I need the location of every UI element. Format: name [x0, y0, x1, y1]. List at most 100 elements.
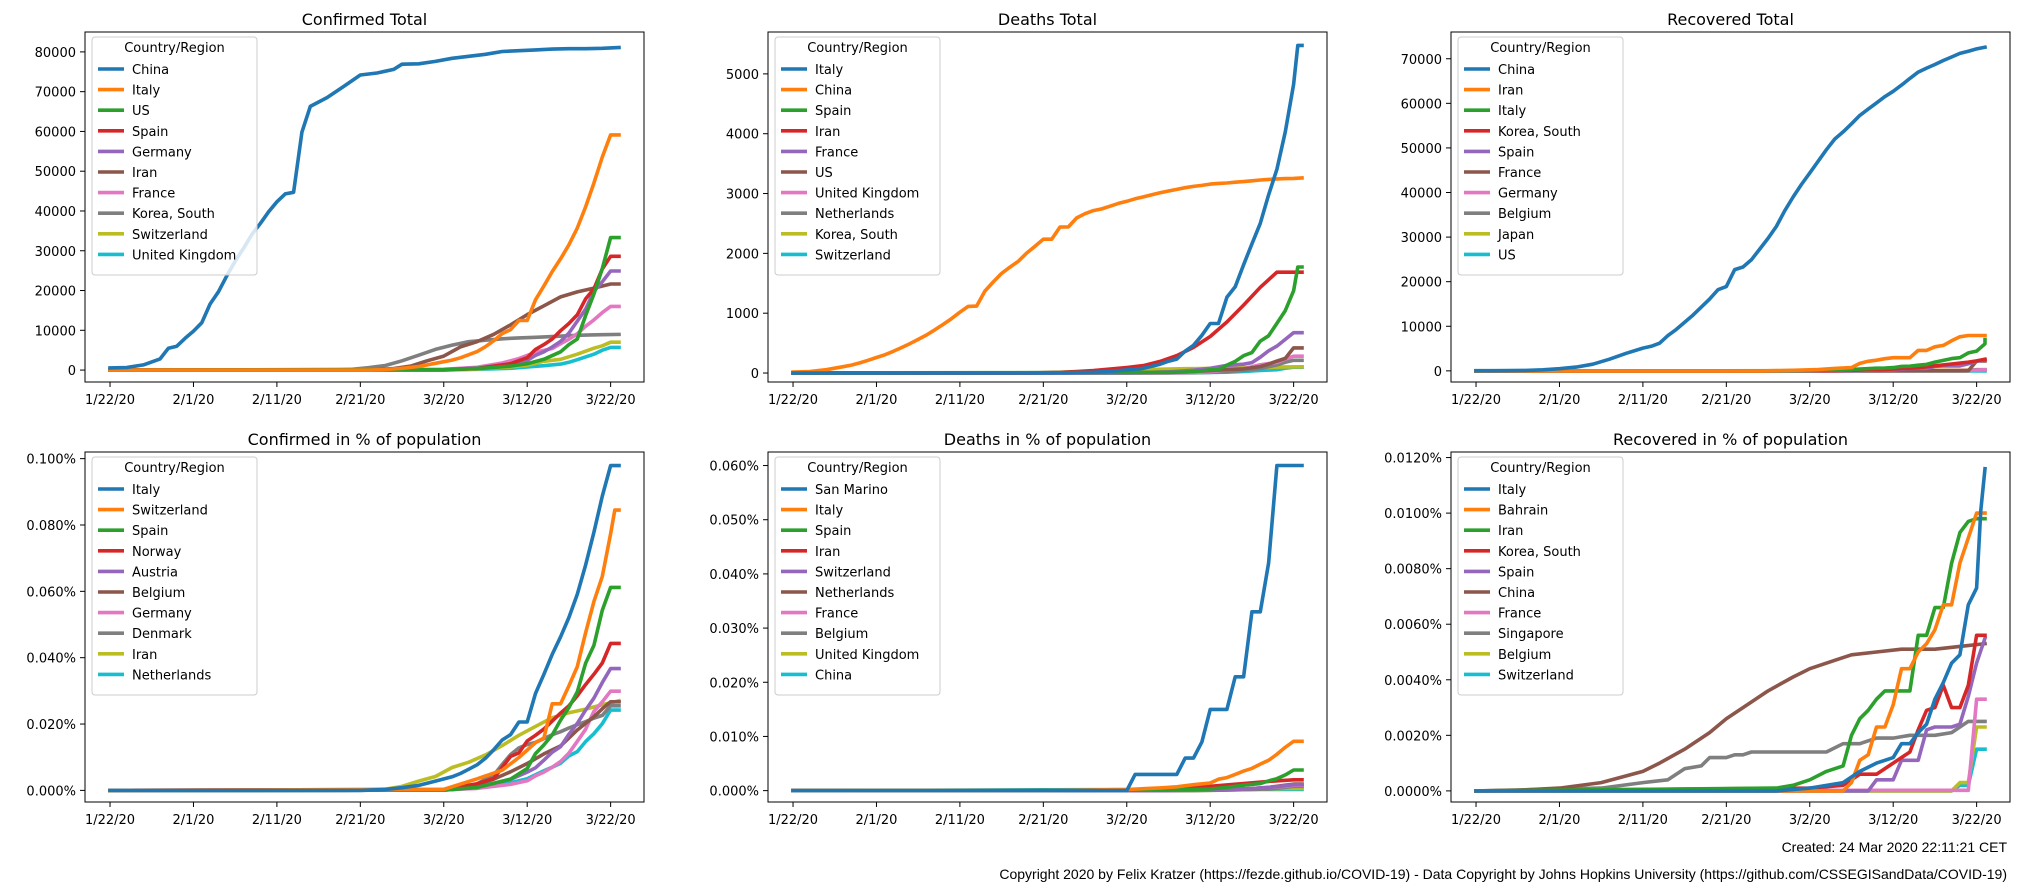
- legend-box: [1457, 456, 1624, 696]
- legend-entry: Italy: [815, 504, 844, 519]
- legend-entry: San Marino: [815, 483, 888, 498]
- y-tick-label: 0.020%: [709, 676, 759, 691]
- legend-title: Country/Region: [1490, 461, 1591, 476]
- legend-entry: Norway: [132, 545, 182, 560]
- legend-title: Country/Region: [124, 41, 225, 56]
- series-line: [1474, 337, 1987, 373]
- y-tick-label: 40000: [1401, 187, 1442, 202]
- chart-title: Recovered Total: [1667, 10, 1794, 29]
- chart-title: Recovered in % of population: [1613, 430, 1848, 449]
- x-tick-label: 3/2/20: [423, 393, 465, 408]
- series-line: [791, 739, 1304, 793]
- y-tick-label: 0.0100%: [1384, 507, 1442, 522]
- x-tick-label: 2/11/20: [1618, 813, 1668, 828]
- legend-entry: Belgium: [1498, 648, 1551, 663]
- y-tick-label: 2000: [726, 247, 759, 262]
- y-tick-label: 20000: [1401, 276, 1442, 291]
- series-line: [108, 689, 621, 793]
- legend: Country/Region China Iran Italy Korea, South…: [1457, 36, 1624, 276]
- x-tick-label: 1/22/20: [1451, 813, 1501, 828]
- series-line: [791, 463, 1304, 793]
- x-tick-label: 2/1/20: [1539, 393, 1581, 408]
- x-tick-label: 2/11/20: [935, 813, 985, 828]
- x-tick-label: 1/22/20: [1451, 393, 1501, 408]
- legend-entry: Spain: [815, 524, 851, 539]
- series-lines: [791, 463, 1304, 793]
- legend-entry: Denmark: [132, 627, 192, 642]
- x-tick-label: 1/22/20: [768, 393, 818, 408]
- legend-entry: Iran: [1498, 84, 1523, 99]
- y-tick-label: 0.0120%: [1384, 452, 1442, 467]
- y-tick-label: 30000: [1401, 231, 1442, 246]
- legend-box: [774, 36, 941, 276]
- y-tick-label: 80000: [35, 46, 76, 61]
- legend-title: Country/Region: [807, 41, 908, 56]
- chart-title: Confirmed in % of population: [248, 430, 482, 449]
- legend-entry: Switzerland: [815, 565, 891, 580]
- y-tick-label: 0.020%: [26, 718, 76, 733]
- x-tick-label: 2/11/20: [935, 393, 985, 408]
- y-tick-label: 0.100%: [26, 453, 76, 468]
- x-tick-label: 2/1/20: [1539, 813, 1581, 828]
- legend-entry: Austria: [132, 565, 178, 580]
- x-tick-label: 2/21/20: [1701, 393, 1751, 408]
- legend-entry: China: [1498, 63, 1535, 78]
- legend-entry: United Kingdom: [132, 248, 236, 263]
- series-line: [1474, 635, 1988, 793]
- legend-entry: Korea, South: [132, 207, 215, 222]
- legend-entry: Switzerland: [1498, 668, 1574, 683]
- chart-title: Confirmed Total: [302, 10, 428, 29]
- legend-entry: Belgium: [815, 627, 868, 642]
- y-tick-label: 60000: [35, 125, 76, 140]
- legend-entry: Bahrain: [1498, 504, 1548, 519]
- y-tick-label: 0: [68, 364, 76, 379]
- x-tick-label: 3/22/20: [1269, 813, 1319, 828]
- y-tick-label: 0.0000%: [1384, 785, 1442, 800]
- axes-frame: [1450, 31, 2011, 383]
- series-line: [1474, 641, 1987, 793]
- x-tick-label: 3/22/20: [1952, 813, 2002, 828]
- series-line: [1474, 719, 1987, 793]
- x-tick-label: 3/22/20: [586, 813, 636, 828]
- legend-entry: Italy: [132, 483, 161, 498]
- legend-entry: United Kingdom: [815, 648, 919, 663]
- chart-title: Deaths Total: [998, 10, 1097, 29]
- series-line: [791, 175, 1304, 374]
- legend-entry: France: [815, 607, 858, 622]
- x-tick-label: 3/2/20: [1789, 393, 1831, 408]
- y-tick-label: 0.040%: [26, 652, 76, 667]
- legend-entry: China: [1498, 586, 1535, 601]
- x-tick-label: 2/1/20: [856, 813, 898, 828]
- legend-entry: Belgium: [1498, 207, 1551, 222]
- y-tick-label: 60000: [1401, 97, 1442, 112]
- axes-frame: [1450, 451, 2011, 803]
- legend-entry: France: [132, 187, 175, 202]
- legend-box: [91, 456, 258, 696]
- x-tick-label: 2/21/20: [1018, 393, 1068, 408]
- legend-entry: France: [1498, 166, 1541, 181]
- x-tick-label: 1/22/20: [85, 813, 135, 828]
- legend-entry: Spain: [132, 125, 168, 140]
- legend-entry: China: [815, 668, 852, 683]
- legend: Country/Region China Italy US Spain Germany Ir…: [91, 36, 258, 276]
- legend-entry: Switzerland: [815, 248, 891, 263]
- y-tick-label: 40000: [35, 205, 76, 220]
- legend-entry: Switzerland: [132, 228, 208, 243]
- axes-frame: [767, 31, 1328, 383]
- copyright-notice: Copyright 2020 by Felix Kratzer (https:/…: [999, 866, 2007, 882]
- legend-entry: Korea, South: [1498, 545, 1581, 560]
- legend-entry: Spain: [1498, 145, 1534, 160]
- series-lines: [791, 43, 1304, 375]
- chart-panel: Confirmed in % of population 1/22/20 2/1/2…: [26, 430, 645, 828]
- y-tick-label: 5000: [726, 68, 759, 83]
- legend-entry: Italy: [815, 63, 844, 78]
- legend-entry: US: [815, 166, 833, 181]
- legend-entry: US: [132, 104, 150, 119]
- series-line: [1474, 466, 1987, 793]
- x-tick-label: 2/21/20: [335, 813, 385, 828]
- series-line: [791, 265, 1304, 375]
- legend: Country/Region Italy Switzerland Spain Norwa…: [91, 456, 258, 696]
- y-tick-label: 70000: [35, 86, 76, 101]
- legend-entry: Korea, South: [1498, 125, 1581, 140]
- chart-panel: Deaths Total 1/22/20 2/1/20 2/11/20 2/21/20 3…: [726, 10, 1328, 408]
